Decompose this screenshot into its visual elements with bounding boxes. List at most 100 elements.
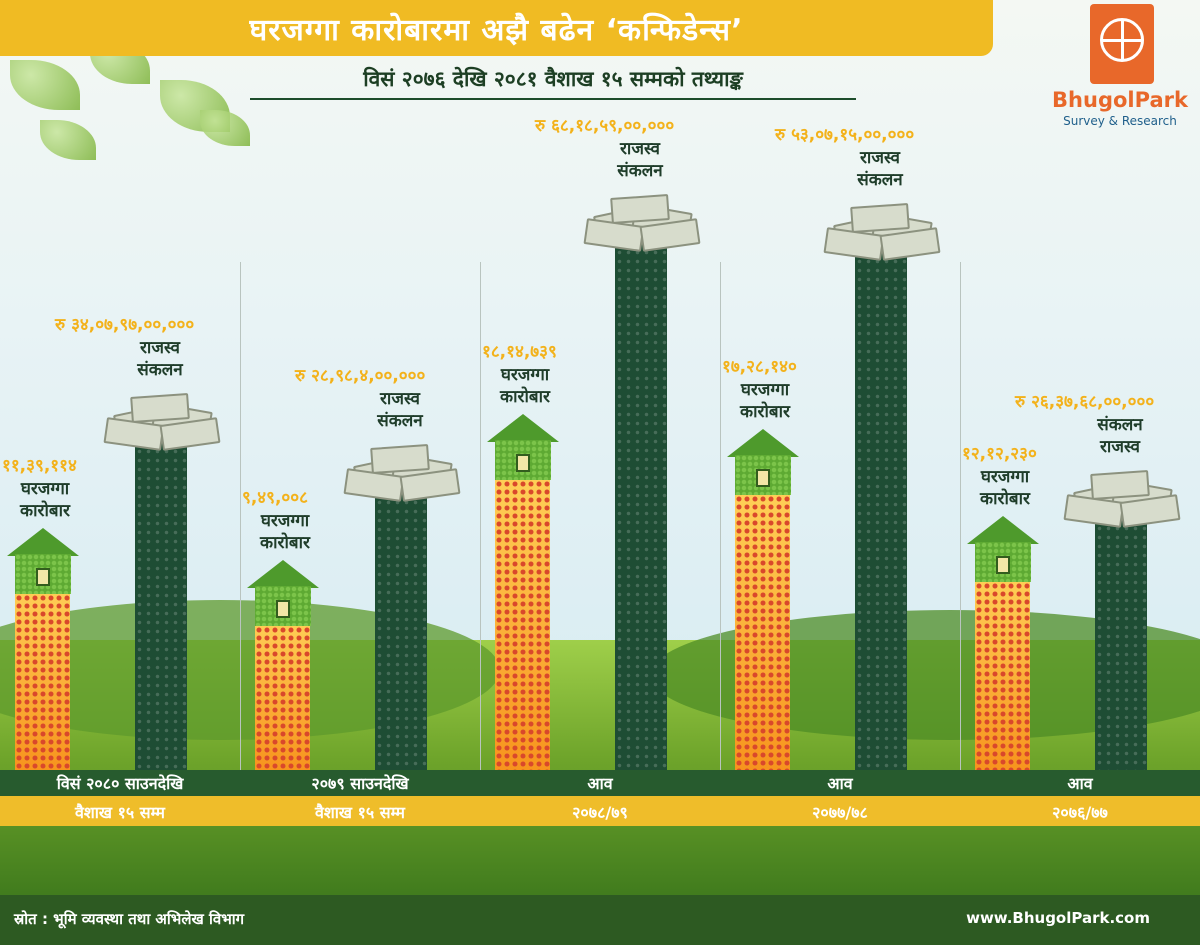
banknote-icon [370,444,430,475]
globe-icon [1100,18,1144,62]
revenue-label: राजस्व संकलन [105,337,215,381]
house-icon [487,414,559,481]
banknote-icon [850,203,910,234]
house-roof [967,515,1039,544]
revenue-label-line: संकलन [377,411,423,432]
period-label-line2: २०७६/७७ [1052,803,1108,822]
revenue-label-line: संकलन [1097,415,1143,436]
period-label-line1: आव [1067,774,1093,793]
transactions-label: घरजग्गा कारोबार [950,466,1060,510]
house-win [996,555,1010,574]
transactions-label: घरजग्गा कारोबार [0,478,100,522]
revenue-label: राजस्व संकलन [825,147,935,191]
period-label-line2: २०७८/७९ [572,803,628,822]
revenue-label: संकलन राजस्व [1065,414,1175,458]
house-roof [247,560,319,589]
revenue-value: रु ३४,०७,९७,००,००० [55,315,195,336]
transactions-label-line: कारोबार [740,401,790,422]
logo-tagline: Survey & Research [1063,114,1177,128]
transactions-value: ११,३९,११४ [2,456,77,477]
transactions-label: घरजग्गा कारोबार [710,379,820,423]
house-icon [727,428,799,495]
transactions-label: घरजग्गा कारोबार [470,364,580,408]
transactions-label-line: घरजग्गा [740,379,790,400]
house-win [36,568,50,587]
logo-name: BhugolPark [1052,88,1188,112]
house-roof [727,428,799,457]
money-stack-icon [343,440,461,503]
period-label-line1: आव [827,774,853,793]
revenue-bar [615,230,667,770]
revenue-label-line: संकलन [857,170,903,191]
transactions-bar [735,478,790,770]
banknote-icon [1090,470,1150,501]
period-label-line2: २०७७/७८ [812,803,868,822]
transactions-label-line: घरजग्गा [500,365,550,386]
transactions-label-line: कारोबार [20,501,70,522]
house-icon [967,515,1039,582]
page-subtitle: विसं २०७६ देखि २०८१ वैशाख १५ सम्मको तथ्य… [250,60,856,100]
house-roof [7,528,79,557]
period-band-bottom [0,796,1200,826]
title-banner: घरजग्गा कारोबारमा अझै बढेन ‘कन्फिडेन्स’ [0,0,993,56]
revenue-value: रु २६,३७,६८,००,००० [1015,392,1155,413]
transactions-bar [15,578,70,770]
house-icon [7,528,79,595]
group-divider [960,262,961,770]
period-label-line1: विसं २०८० साउनदेखि [56,774,184,793]
revenue-value: रु ६८,१८,५९,००,००० [535,116,675,136]
transactions-value: १७,२८,१४० [722,356,797,377]
revenue-label-line: राजस्व [859,148,901,169]
transactions-label-line: घरजग्गा [20,479,70,500]
logo-mark [1090,4,1154,84]
money-stack-icon [103,389,221,452]
money-stack-icon [1063,466,1181,529]
page-title: घरजग्गा कारोबारमा अझै बढेन ‘कन्फिडेन्स’ [249,12,744,48]
period-band-top [0,770,1200,796]
money-stack-icon [583,190,701,252]
transactions-value: १८,१४,७३९ [482,342,557,363]
footer: स्रोत : भूमि व्यवस्था तथा अभिलेख विभाग w… [0,895,1200,945]
source-text: स्रोत : भूमि व्यवस्था तथा अभिलेख विभाग [14,910,245,928]
transactions-label-line: घरजग्गा [260,511,310,532]
transactions-value: ९,४९,००८ [242,488,308,509]
house-roof [487,414,559,443]
transactions-label-line: कारोबार [260,533,310,554]
transactions-bar [495,464,550,770]
house-win [516,454,530,473]
revenue-label-line: संकलन [617,161,663,181]
revenue-bar [135,429,187,770]
group-divider [480,262,481,770]
group-divider [720,262,721,770]
period-label-line2: वैशाख १५ सम्म [75,803,165,822]
banknote-icon [610,194,670,224]
house-win [276,600,290,619]
house-icon [247,560,319,627]
website-link[interactable]: www.BhugolPark.com [966,909,1150,927]
money-stack-icon [823,199,941,262]
period-label-line1: आव [587,774,613,793]
bhugolpark-logo: BhugolPark Survey & Research [1050,4,1190,134]
revenue-label: राजस्व संकलन [585,138,695,182]
transactions-label: घरजग्गा कारोबार [230,510,340,554]
banknote-icon [130,393,190,424]
transactions-label-line: घरजग्गा [980,466,1030,487]
revenue-bar [855,239,907,770]
group-divider [240,262,241,770]
revenue-bar [375,480,427,770]
transactions-label-line: कारोबार [980,488,1030,509]
transactions-value: १२,१२,२३० [962,443,1037,464]
revenue-value: रु ५३,०७,१५,००,००० [775,125,915,146]
revenue-bar [1095,506,1147,770]
revenue-label-line: राजस्व [619,139,661,159]
revenue-value: रु २८,९८,४,००,००० [295,366,426,387]
transactions-bar [255,610,310,770]
period-label-line2: वैशाख १५ सम्म [315,803,405,822]
revenue-label-line: राजस्व [1099,437,1141,458]
period-label-line1: २०७९ साउनदेखि [311,774,409,793]
revenue-label-line: राजस्व [139,338,181,359]
revenue-label: राजस्व संकलन [345,388,455,432]
house-win [756,468,770,487]
revenue-label-line: राजस्व [379,389,421,410]
transactions-label-line: कारोबार [500,387,550,408]
